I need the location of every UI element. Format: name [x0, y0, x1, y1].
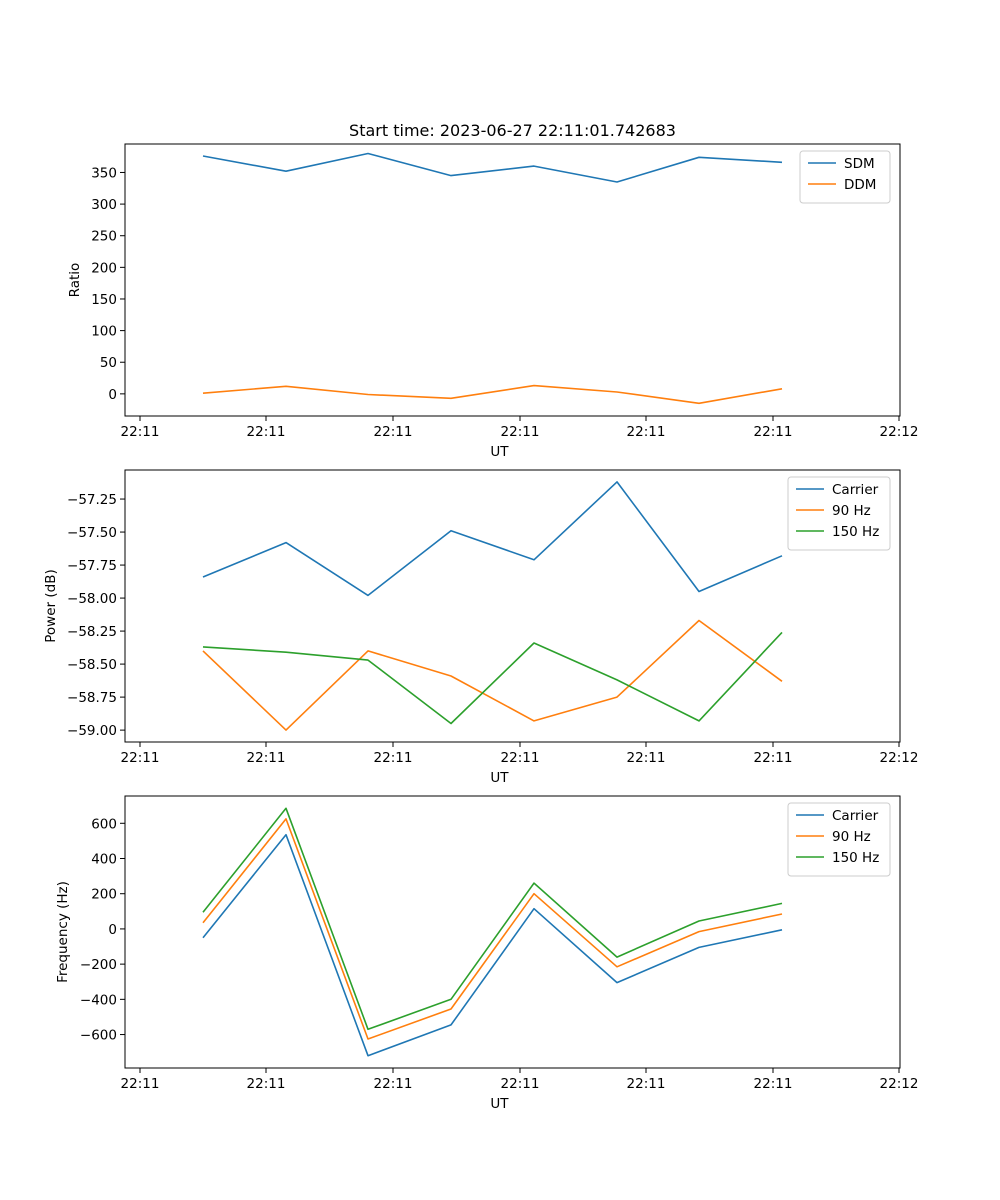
y-axis-label: Power (dB) [43, 569, 59, 642]
y-tick-label: −57.50 [67, 525, 117, 541]
y-tick-label: 300 [91, 197, 117, 213]
legend-entry: 90 Hz [832, 829, 871, 845]
y-tick-label: −59.00 [67, 723, 117, 739]
x-axis-label: UT [490, 1096, 509, 1112]
x-tick-label: 22:11 [374, 1076, 413, 1092]
subplot-1: 22:11 22:11 22:11 22:11 22:11 22:11 22:12 0 50 10… [67, 143, 919, 460]
y-tick-label: −58.25 [67, 624, 117, 640]
x-tick-label: 22:11 [501, 750, 540, 766]
legend-entry: 150 Hz [832, 524, 879, 540]
subplots: 22:11 22:11 22:11 22:11 22:11 22:11 22:12 0 50 10… [43, 143, 919, 1112]
y-tick-label: −58.75 [67, 690, 117, 706]
y-tick-label: 200 [91, 260, 117, 276]
series-line-ddm [202, 384, 783, 405]
y-tick-label: −58.50 [67, 657, 117, 673]
y-tick-label: −57.25 [67, 492, 117, 508]
x-tick-label: 22:11 [374, 424, 413, 440]
y-tick-label: 200 [91, 887, 117, 903]
x-tick-label: 22:11 [247, 424, 286, 440]
y-axis-label: Frequency (Hz) [55, 881, 71, 983]
series-line-carrier [202, 481, 783, 597]
x-tick-label: 22:12 [880, 1076, 919, 1092]
legend-entry: Carrier [832, 808, 879, 824]
x-tick-label: 22:11 [501, 1076, 540, 1092]
y-tick-label: −600 [80, 1028, 117, 1044]
figure-title: Start time: 2023-06-27 22:11:01.742683 [349, 121, 676, 140]
y-tick-label: 100 [91, 324, 117, 340]
axes-frame [124, 469, 901, 743]
subplot-2: 22:11 22:11 22:11 22:11 22:11 22:11 22:12 −59.0… [43, 469, 919, 786]
x-tick-label: 22:11 [754, 1076, 793, 1092]
legend: SDM DDM [799, 150, 891, 204]
subplot-3: 22:11 22:11 22:11 22:11 22:11 22:11 22:12 −600 −… [55, 795, 919, 1112]
series-line-150-hz [202, 631, 783, 725]
y-tick-label: −57.75 [67, 558, 117, 574]
y-tick-label: −400 [80, 992, 117, 1008]
x-tick-label: 22:11 [374, 750, 413, 766]
x-tick-label: 22:11 [754, 750, 793, 766]
x-axis-label: UT [490, 770, 509, 786]
y-tick-label: 400 [91, 851, 117, 867]
legend: Carrier 90 Hz 150 Hz [787, 802, 891, 877]
legend-entry: 90 Hz [832, 503, 871, 519]
x-tick-label: 22:11 [501, 424, 540, 440]
y-tick-label: 0 [108, 922, 117, 938]
y-tick-label: −58.00 [67, 591, 117, 607]
y-tick-label: 600 [91, 816, 117, 832]
x-tick-label: 22:12 [880, 750, 919, 766]
axes-frame [124, 795, 901, 1069]
legend-entry: DDM [844, 177, 876, 193]
y-axis-label: Ratio [67, 263, 83, 298]
x-tick-label: 22:11 [247, 1076, 286, 1092]
x-tick-label: 22:11 [627, 1076, 666, 1092]
y-tick-label: 0 [108, 387, 117, 403]
legend-entry: Carrier [832, 482, 879, 498]
x-tick-label: 22:11 [627, 424, 666, 440]
x-tick-label: 22:11 [754, 424, 793, 440]
y-tick-label: 250 [91, 229, 117, 245]
x-tick-label: 22:11 [121, 1076, 160, 1092]
y-tick-label: 50 [100, 355, 117, 371]
x-tick-label: 22:12 [880, 424, 919, 440]
x-tick-label: 22:11 [247, 750, 286, 766]
series-line-sdm [202, 152, 783, 183]
series-line-90-hz [202, 619, 783, 731]
x-tick-label: 22:11 [627, 750, 666, 766]
legend-entry: SDM [844, 156, 875, 172]
legend-entry: 150 Hz [832, 850, 879, 866]
legend-box [799, 150, 891, 204]
series-line-90-hz [202, 818, 783, 1040]
series-line-carrier [202, 833, 783, 1057]
x-tick-label: 22:11 [121, 424, 160, 440]
x-tick-label: 22:11 [121, 750, 160, 766]
x-axis-label: UT [490, 444, 509, 460]
y-tick-label: 350 [91, 165, 117, 181]
legend: Carrier 90 Hz 150 Hz [787, 476, 891, 551]
y-tick-label: 150 [91, 292, 117, 308]
series-line-150-hz [202, 807, 783, 1031]
axes-frame [124, 143, 901, 417]
y-tick-label: −200 [80, 957, 117, 973]
